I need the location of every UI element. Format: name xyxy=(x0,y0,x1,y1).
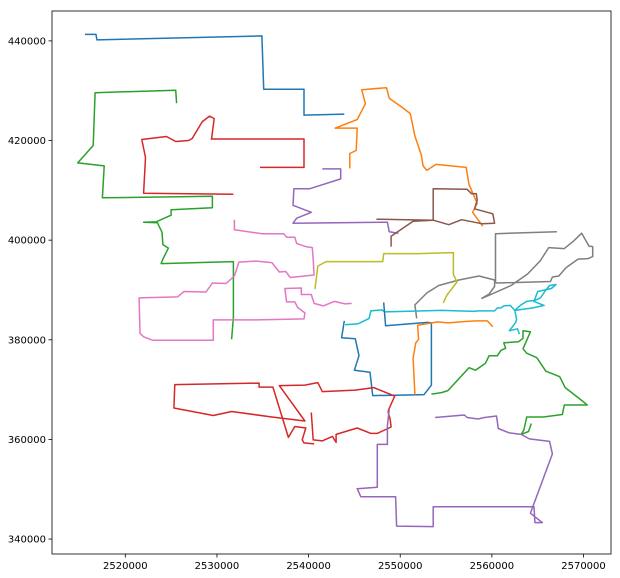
x-tick-label: 2550000 xyxy=(378,561,423,572)
x-tick-label: 2520000 xyxy=(103,561,148,572)
region-boundary-4 xyxy=(141,115,305,196)
x-axis: 2520000 2530000 2540000 2550000 2560000 25700… xyxy=(103,554,606,572)
region-boundary-10 xyxy=(345,283,557,335)
region-boundary-1 xyxy=(85,33,345,116)
x-tick-label: 2570000 xyxy=(561,561,606,572)
region-boundary-6 xyxy=(376,188,496,247)
x-tick-label: 2560000 xyxy=(470,561,515,572)
region-boundary-11 xyxy=(340,302,433,397)
region-boundary-7 xyxy=(138,219,352,342)
y-tick-label: 420000 xyxy=(8,136,46,147)
y-tick-label: 380000 xyxy=(8,335,46,346)
region-boundaries xyxy=(76,33,594,528)
region-boundary-5 xyxy=(292,168,399,234)
y-tick-label: 440000 xyxy=(8,36,46,47)
y-tick-label: 340000 xyxy=(8,535,46,546)
region-boundary-3 xyxy=(76,89,235,340)
y-axis: 340000 360000 380000 400000 420000 440000 xyxy=(8,36,52,546)
region-boundary-8 xyxy=(414,230,594,319)
x-tick-label: 2530000 xyxy=(195,561,240,572)
region-boundary-13 xyxy=(431,330,588,436)
plot-area-frame xyxy=(51,10,612,555)
region-boundary-9 xyxy=(314,251,458,304)
y-tick-label: 360000 xyxy=(8,435,46,446)
region-boundary-14 xyxy=(173,381,396,445)
region-boundary-12 xyxy=(412,320,494,395)
region-boundary-15 xyxy=(356,409,554,528)
x-tick-label: 2540000 xyxy=(286,561,331,572)
y-tick-label: 400000 xyxy=(8,236,46,247)
region-boundary-2 xyxy=(334,86,484,227)
